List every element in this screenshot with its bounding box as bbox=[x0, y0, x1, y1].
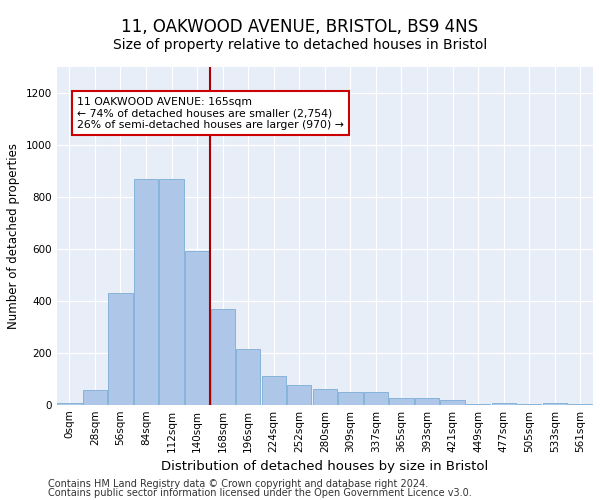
Bar bbox=[389, 398, 413, 404]
Bar bbox=[185, 252, 209, 404]
Bar bbox=[491, 403, 516, 404]
Bar bbox=[236, 349, 260, 405]
Bar bbox=[338, 392, 362, 404]
Bar bbox=[364, 392, 388, 404]
Bar bbox=[287, 385, 311, 404]
Text: 11 OAKWOOD AVENUE: 165sqm
← 74% of detached houses are smaller (2,754)
26% of se: 11 OAKWOOD AVENUE: 165sqm ← 74% of detac… bbox=[77, 97, 344, 130]
Bar bbox=[440, 400, 464, 404]
Bar bbox=[134, 178, 158, 404]
Text: Contains HM Land Registry data © Crown copyright and database right 2024.: Contains HM Land Registry data © Crown c… bbox=[48, 479, 428, 489]
Bar bbox=[160, 178, 184, 404]
Bar bbox=[109, 293, 133, 405]
Bar bbox=[262, 376, 286, 404]
Bar bbox=[83, 390, 107, 404]
Y-axis label: Number of detached properties: Number of detached properties bbox=[7, 143, 20, 329]
Text: 11, OAKWOOD AVENUE, BRISTOL, BS9 4NS: 11, OAKWOOD AVENUE, BRISTOL, BS9 4NS bbox=[121, 18, 479, 36]
X-axis label: Distribution of detached houses by size in Bristol: Distribution of detached houses by size … bbox=[161, 460, 488, 473]
Bar bbox=[415, 398, 439, 404]
Text: Size of property relative to detached houses in Bristol: Size of property relative to detached ho… bbox=[113, 38, 487, 52]
Text: Contains public sector information licensed under the Open Government Licence v3: Contains public sector information licen… bbox=[48, 488, 472, 498]
Bar bbox=[313, 389, 337, 404]
Bar bbox=[211, 308, 235, 404]
